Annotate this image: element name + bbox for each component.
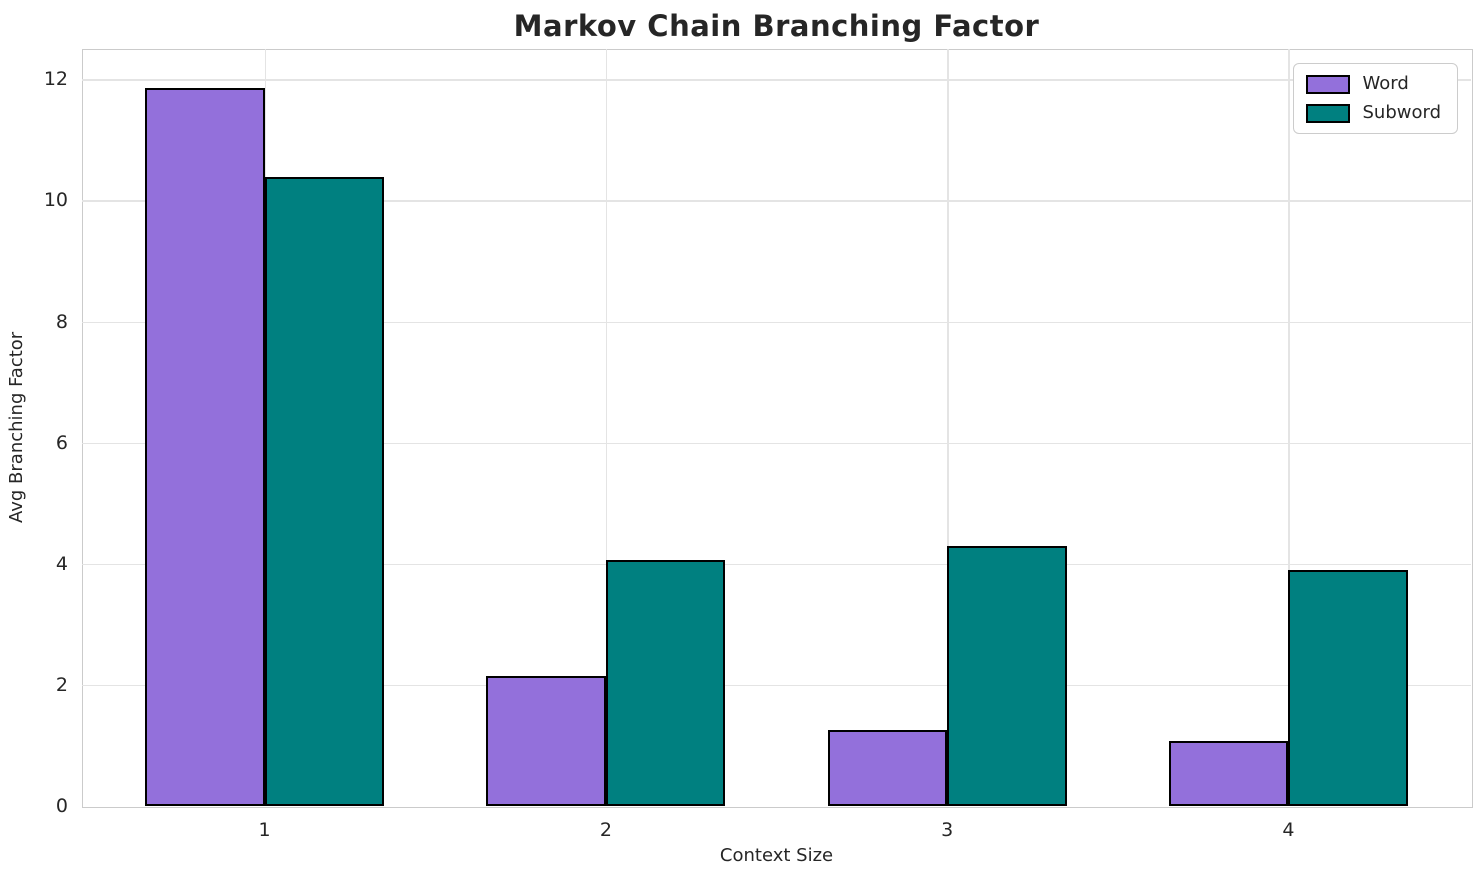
bar-word-3 (827, 729, 948, 806)
x-tick-label: 2 (599, 819, 612, 841)
gridline-horizontal (82, 442, 1471, 445)
bar-subword-1 (264, 177, 385, 806)
y-tick-label: 10 (43, 189, 68, 212)
gridline-vertical (605, 49, 608, 806)
bar-subword-3 (947, 545, 1067, 806)
x-tick-label: 3 (941, 819, 954, 841)
y-tick-label: 8 (55, 310, 68, 333)
gridline-vertical (947, 49, 949, 806)
legend-swatch-subword-icon (1306, 103, 1351, 123)
x-axis-label: Context Size (719, 845, 834, 866)
gridline-horizontal (82, 321, 1471, 324)
legend-item-subword: Subword (1306, 103, 1441, 123)
gridline-horizontal (82, 684, 1471, 687)
gridline-horizontal (82, 200, 1471, 202)
legend-swatch-word-icon (1306, 74, 1351, 94)
bar-word-4 (1168, 741, 1289, 806)
y-tick-label: 2 (55, 673, 68, 696)
legend-label-subword: Subword (1362, 102, 1441, 123)
y-tick-label: 4 (55, 552, 68, 575)
chart-title: Markov Chain Branching Factor (513, 9, 1040, 43)
legend-label-word: Word (1362, 73, 1409, 94)
gridline-horizontal (82, 563, 1471, 566)
gridline-vertical (1288, 49, 1290, 806)
y-tick-label: 12 (43, 68, 68, 91)
y-tick-label: 6 (55, 431, 68, 454)
x-tick-label: 1 (258, 819, 271, 841)
bar-word-1 (145, 88, 265, 806)
y-tick-label: 0 (55, 795, 68, 817)
legend: Word Subword (1293, 63, 1458, 134)
legend-item-word: Word (1306, 74, 1441, 94)
x-tick-label: 4 (1282, 819, 1295, 841)
bar-subword-4 (1288, 569, 1408, 806)
bar-subword-2 (605, 560, 726, 806)
gridline-horizontal (82, 79, 1471, 81)
bar-word-2 (486, 675, 606, 806)
